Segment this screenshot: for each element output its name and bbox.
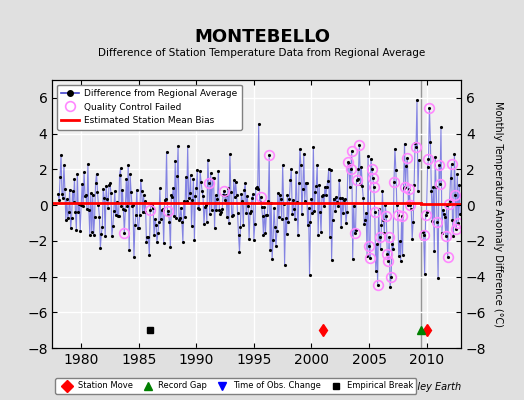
- Legend: Station Move, Record Gap, Time of Obs. Change, Empirical Break: Station Move, Record Gap, Time of Obs. C…: [55, 378, 417, 394]
- Text: Difference of Station Temperature Data from Regional Average: Difference of Station Temperature Data f…: [99, 48, 425, 58]
- Legend: Difference from Regional Average, Quality Control Failed, Estimated Station Mean: Difference from Regional Average, Qualit…: [57, 84, 242, 130]
- Y-axis label: Monthly Temperature Anomaly Difference (°C): Monthly Temperature Anomaly Difference (…: [493, 101, 503, 327]
- Text: MONTEBELLO: MONTEBELLO: [194, 28, 330, 46]
- Text: Berkeley Earth: Berkeley Earth: [389, 382, 461, 392]
